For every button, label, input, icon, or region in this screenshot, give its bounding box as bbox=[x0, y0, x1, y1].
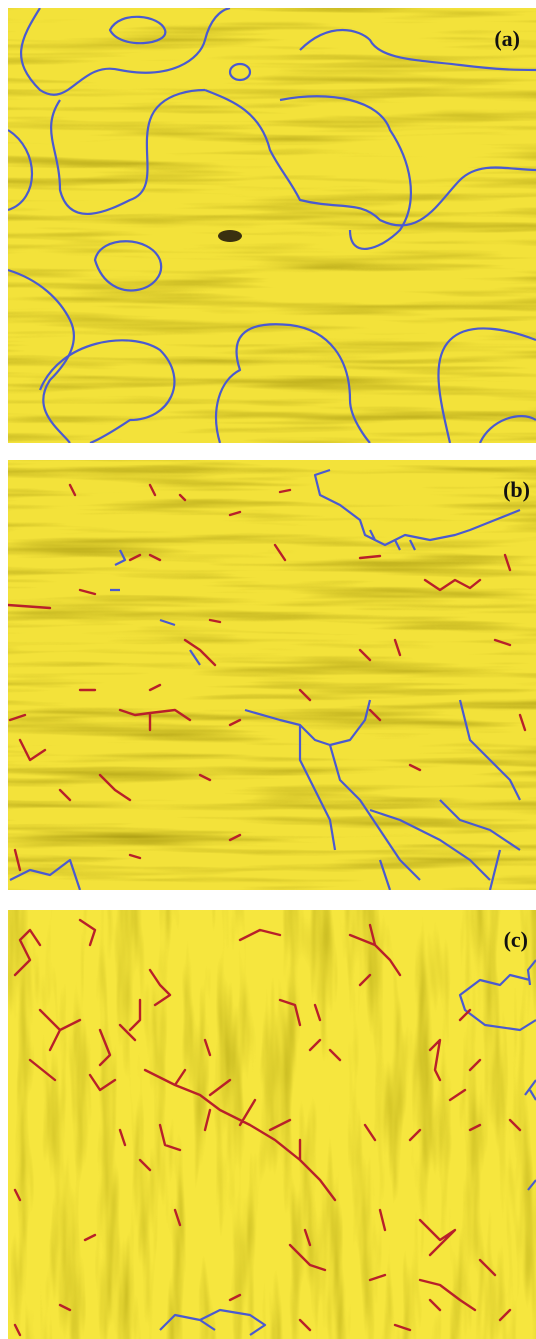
panel-label: (b) bbox=[503, 477, 530, 502]
panel-a: (a) bbox=[8, 8, 536, 443]
panel-label: (a) bbox=[494, 26, 520, 51]
panel-label: (c) bbox=[504, 927, 528, 952]
panel-b: (b) bbox=[8, 460, 536, 890]
panel-c: (c) bbox=[8, 910, 536, 1339]
figure: (a) (b) (c) bbox=[0, 0, 536, 1339]
